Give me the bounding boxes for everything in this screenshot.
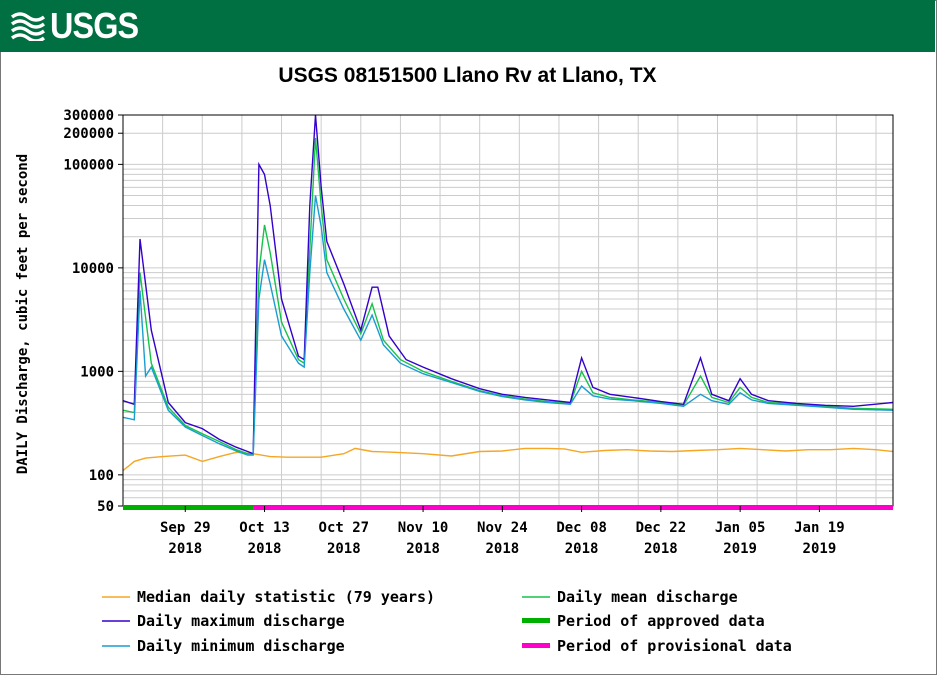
- usgs-logo-text: USGS: [50, 5, 139, 46]
- legend-label: Period of provisional data: [557, 637, 792, 655]
- x-tick-label: Sep 29: [160, 520, 211, 536]
- y-tick-label: 300000: [63, 108, 114, 124]
- y-tick-label: 100: [89, 468, 114, 484]
- series-layer: [122, 114, 894, 472]
- usgs-logo[interactable]: USGS: [10, 4, 148, 48]
- y-tick-label: 50: [97, 499, 114, 515]
- y-tick-label: 200000: [63, 126, 114, 142]
- y-tick-label: 1000: [80, 364, 114, 380]
- x-tick-label: Oct 13: [239, 520, 290, 536]
- x-axis-ticks: Sep 29 2018 Oct 13 2018 Oct 27 2018 Nov 10 2018…: [160, 506, 845, 557]
- x-tick-label: Jan 05: [715, 520, 766, 536]
- x-tick-year: 2018: [644, 541, 678, 557]
- x-tick-year: 2018: [406, 541, 440, 557]
- y-tick-label: 10000: [72, 261, 114, 277]
- x-tick-year: 2018: [565, 541, 599, 557]
- chart-legend: Median daily statistic (79 years) Daily m…: [102, 588, 792, 655]
- period-bar: [123, 505, 254, 510]
- legend-label: Daily mean discharge: [557, 588, 738, 606]
- x-tick-label: Nov 24: [477, 520, 528, 536]
- x-tick-label: Nov 10: [398, 520, 449, 536]
- legend-swatch-bar: [522, 643, 550, 648]
- x-tick-year: 2019: [723, 541, 757, 557]
- legend-label: Median daily statistic (79 years): [137, 588, 435, 606]
- legend-label: Daily maximum discharge: [137, 612, 345, 630]
- usgs-banner: USGS: [0, 0, 935, 52]
- series-line-daily-minimum-discharge: [122, 195, 894, 456]
- y-axis-ticks: 50 100 1000 10000 100000 200000 300000: [63, 108, 123, 515]
- usgs-wave-icon: [10, 12, 46, 41]
- x-tick-year: 2018: [168, 541, 202, 557]
- legend-swatch-bar: [522, 618, 550, 623]
- legend-label: Daily minimum discharge: [137, 637, 345, 655]
- x-tick-year: 2018: [327, 541, 361, 557]
- y-axis-label: DAILY Discharge, cubic feet per second: [15, 154, 31, 474]
- series-line-daily-mean-discharge: [122, 137, 894, 455]
- legend-label: Period of approved data: [557, 612, 765, 630]
- x-tick-label: Dec 08: [556, 520, 607, 536]
- x-tick-label: Dec 22: [636, 520, 687, 536]
- x-tick-year: 2018: [485, 541, 519, 557]
- series-line-median-daily-statistic-79-years: [122, 447, 894, 472]
- y-tick-label: 100000: [63, 157, 114, 173]
- period-bar: [253, 505, 893, 510]
- x-tick-label: Oct 27: [319, 520, 370, 536]
- x-tick-year: 2019: [803, 541, 837, 557]
- period-bars: [123, 505, 893, 510]
- x-tick-year: 2018: [248, 541, 282, 557]
- chart-title: USGS 08151500 Llano Rv at Llano, TX: [278, 64, 657, 87]
- series-line-daily-maximum-discharge: [122, 114, 894, 455]
- x-tick-label: Jan 19: [794, 520, 845, 536]
